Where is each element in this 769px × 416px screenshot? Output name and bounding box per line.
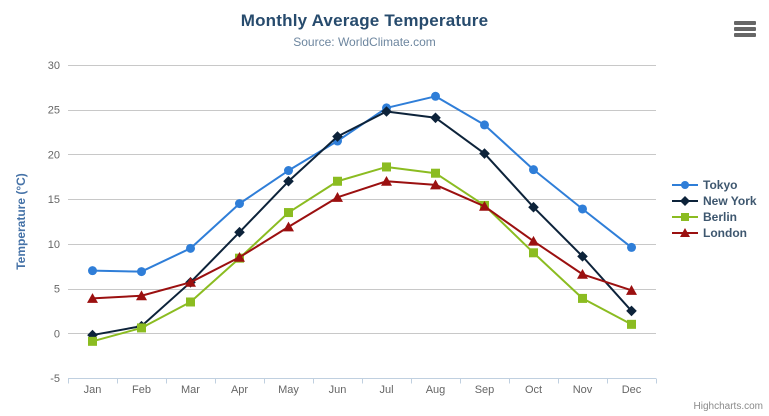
legend-item-tokyo[interactable]: Tokyo <box>672 177 757 193</box>
x-axis-label: Jun <box>329 384 347 396</box>
point-london-jul[interactable] <box>381 175 392 186</box>
x-axis-label: Nov <box>573 384 593 396</box>
point-berlin-jul[interactable] <box>382 162 391 172</box>
x-axis-label: Dec <box>622 384 642 396</box>
legend-item-new-york[interactable]: New York <box>672 193 757 209</box>
point-berlin-jan[interactable] <box>88 336 97 346</box>
point-tokyo-sep[interactable] <box>480 120 489 130</box>
point-london-aug[interactable] <box>430 179 441 190</box>
y-axis-label: -5 <box>50 373 60 385</box>
point-london-feb[interactable] <box>136 290 147 301</box>
point-tokyo-jan[interactable] <box>88 266 97 276</box>
legend: Tokyo New York Berlin London <box>672 177 757 241</box>
y-axis-label: 30 <box>48 60 60 72</box>
point-tokyo-may[interactable] <box>284 166 293 176</box>
point-berlin-may[interactable] <box>284 208 293 218</box>
point-london-mar[interactable] <box>185 277 196 287</box>
y-axis-label: 20 <box>48 149 60 161</box>
legend-item-label: London <box>703 226 747 240</box>
y-axis-label: 15 <box>48 194 60 206</box>
triangle-marker-icon <box>672 228 698 237</box>
chart-subtitle: Source: WorldClimate.com <box>293 35 436 49</box>
point-berlin-feb[interactable] <box>137 323 146 333</box>
y-axis-label: 10 <box>48 239 60 251</box>
x-axis-label: Aug <box>426 384 446 396</box>
hamburger-icon <box>734 33 756 37</box>
point-new-york-oct[interactable] <box>528 201 539 213</box>
point-london-sep[interactable] <box>479 200 490 211</box>
point-london-dec[interactable] <box>626 285 637 295</box>
y-axis-label: 25 <box>48 105 60 117</box>
x-axis-label: Jul <box>379 384 393 396</box>
x-axis-label: Apr <box>231 384 248 396</box>
chart-header: Monthly Average Temperature Source: Worl… <box>0 11 729 49</box>
series-line-tokyo <box>91 95 633 273</box>
point-london-jun[interactable] <box>332 192 343 202</box>
point-new-york-aug[interactable] <box>430 112 441 124</box>
legend-item-london[interactable]: London <box>672 225 757 241</box>
point-new-york-apr[interactable] <box>234 226 245 238</box>
point-new-york-jul[interactable] <box>381 106 392 117</box>
point-new-york-dec[interactable] <box>626 305 637 317</box>
series-line-london <box>91 180 633 300</box>
point-london-apr[interactable] <box>234 251 245 262</box>
hamburger-icon <box>734 21 756 25</box>
circle-marker-icon <box>672 181 698 189</box>
point-berlin-jun[interactable] <box>333 176 342 186</box>
chart-title: Monthly Average Temperature <box>240 11 489 30</box>
y-axis-title: Temperature (°C) <box>14 173 28 270</box>
point-berlin-dec[interactable] <box>627 319 636 329</box>
point-tokyo-nov[interactable] <box>578 204 587 214</box>
point-berlin-oct[interactable] <box>529 248 538 258</box>
y-axis-label: 5 <box>54 284 60 296</box>
point-berlin-mar[interactable] <box>186 297 195 307</box>
square-marker-icon <box>672 213 698 221</box>
legend-item-label: New York <box>703 194 757 208</box>
point-london-jan[interactable] <box>87 293 98 303</box>
x-axis-label: Sep <box>475 384 495 396</box>
point-berlin-aug[interactable] <box>431 168 440 178</box>
point-tokyo-feb[interactable] <box>137 267 146 277</box>
x-axis-label: May <box>278 384 299 396</box>
point-london-nov[interactable] <box>577 268 588 279</box>
point-new-york-sep[interactable] <box>479 148 490 159</box>
legend-item-label: Berlin <box>703 210 738 224</box>
point-tokyo-apr[interactable] <box>235 199 244 209</box>
legend-item-berlin[interactable]: Berlin <box>672 209 757 225</box>
x-axis-label: Feb <box>132 384 151 396</box>
point-new-york-jun[interactable] <box>332 131 343 142</box>
y-axis-label: 0 <box>54 328 60 340</box>
point-tokyo-dec[interactable] <box>627 242 636 252</box>
point-tokyo-oct[interactable] <box>529 165 538 175</box>
x-axis-label: Jan <box>84 384 102 396</box>
point-new-york-may[interactable] <box>283 175 294 187</box>
credits-link[interactable]: Highcharts.com <box>693 401 763 412</box>
point-tokyo-mar[interactable] <box>186 243 195 253</box>
legend-item-label: Tokyo <box>703 178 738 192</box>
point-new-york-jan[interactable] <box>87 329 98 341</box>
export-menu-button[interactable] <box>734 21 756 37</box>
diamond-marker-icon <box>672 196 698 206</box>
point-berlin-nov[interactable] <box>578 293 587 303</box>
x-axis-label: Oct <box>525 384 542 396</box>
hamburger-icon <box>734 27 756 31</box>
point-tokyo-aug[interactable] <box>431 91 440 101</box>
point-london-oct[interactable] <box>528 235 539 246</box>
point-london-may[interactable] <box>283 221 294 232</box>
point-new-york-nov[interactable] <box>577 251 588 262</box>
series-line-new-york <box>91 110 633 337</box>
x-axis-label: Mar <box>181 384 200 396</box>
series-line-berlin <box>91 165 633 343</box>
